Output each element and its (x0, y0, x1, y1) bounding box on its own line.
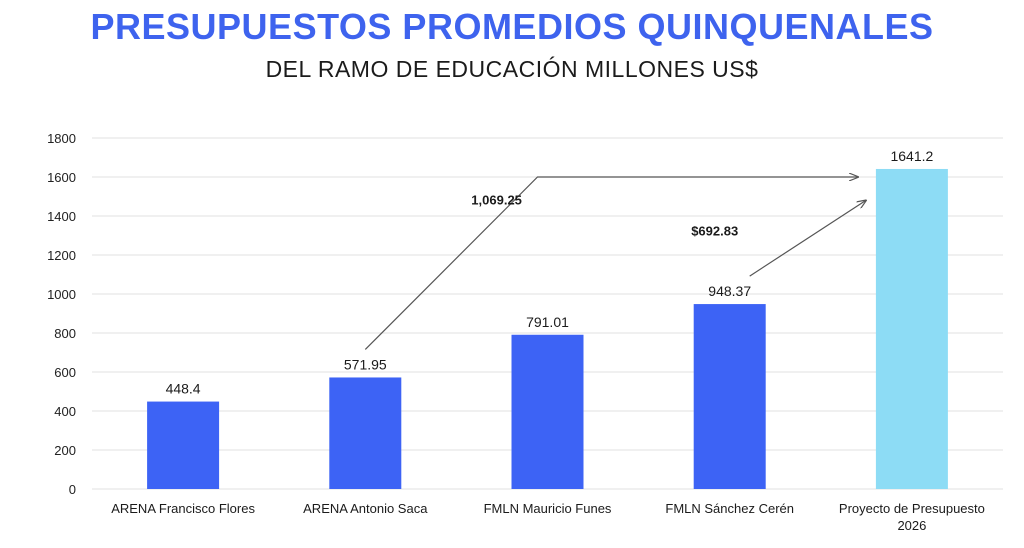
difference-label: $692.83 (691, 224, 738, 239)
chart-subtitle: DEL RAMO DE EDUCACIÓN MILLONES US$ (265, 56, 759, 82)
y-tick-label: 1400 (47, 209, 76, 224)
data-label: 791.01 (526, 314, 569, 330)
annotations: 1,069.25 $692.83 (364, 177, 866, 350)
difference-label: 1,069.25 (471, 192, 522, 207)
x-tick-label: ARENA Antonio Saca (303, 501, 428, 516)
bar (329, 377, 402, 489)
data-labels: 448.4 571.95 791.01 948.37 1641.2 (166, 148, 934, 397)
bar (875, 168, 948, 489)
difference-arrow (749, 200, 866, 277)
bars (147, 168, 948, 489)
x-tick-label: FMLN Mauricio Funes (484, 501, 612, 516)
x-tick-label: Proyecto de Presupuesto 2026 (839, 501, 985, 533)
y-tick-label: 800 (54, 326, 76, 341)
y-tick-label: 1800 (47, 131, 76, 146)
data-label: 448.4 (166, 381, 201, 397)
x-tick-label: FMLN Sánchez Cerén (665, 501, 794, 516)
x-tick-label: ARENA Francisco Flores (111, 501, 255, 516)
y-tick-label: 1000 (47, 287, 76, 302)
bar (693, 304, 766, 489)
chart-title: PRESUPUESTOS PROMEDIOS QUINQUENALES (90, 6, 934, 47)
y-tick-label: 1600 (47, 170, 76, 185)
y-tick-label: 1200 (47, 248, 76, 263)
bar (147, 401, 220, 489)
data-label: 571.95 (344, 356, 387, 372)
y-tick-label: 600 (54, 365, 76, 380)
y-tick-label: 200 (54, 443, 76, 458)
x-axis-ticks: ARENA Francisco Flores ARENA Antonio Saca… (111, 501, 985, 533)
data-label: 1641.2 (890, 148, 933, 164)
data-label: 948.37 (708, 283, 751, 299)
bar (511, 334, 584, 489)
difference-arrow (364, 177, 858, 350)
y-tick-label: 400 (54, 404, 76, 419)
y-tick-label: 0 (69, 482, 76, 497)
y-axis-ticks: 0 200 400 600 800 1000 1200 1400 1600 1800 (47, 131, 76, 497)
